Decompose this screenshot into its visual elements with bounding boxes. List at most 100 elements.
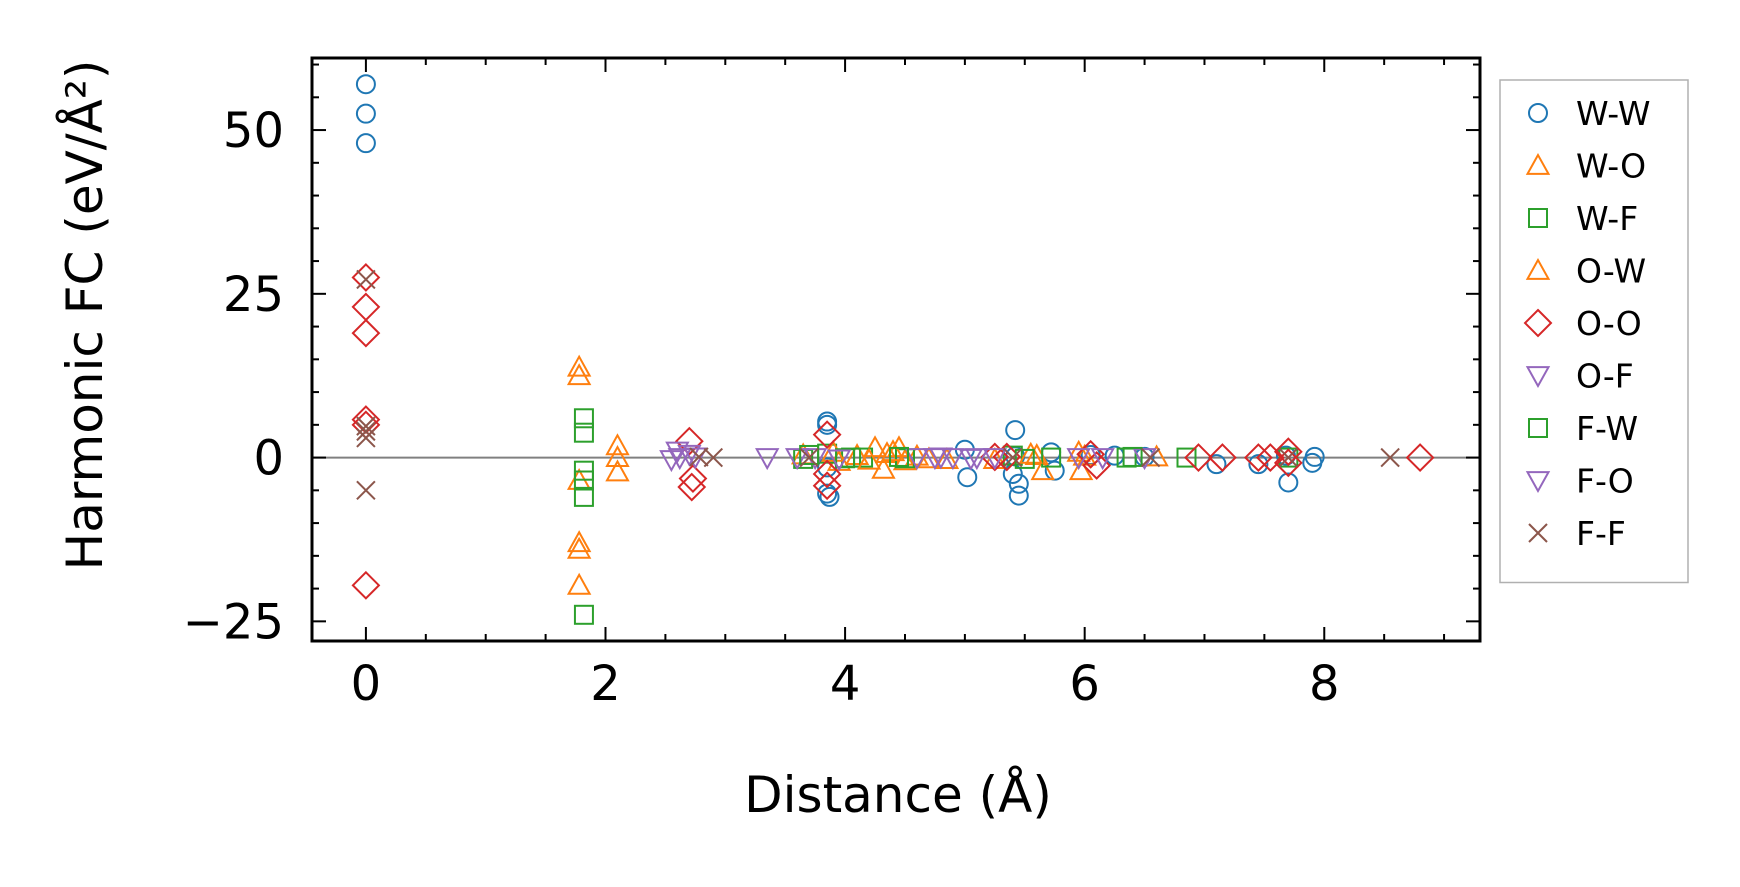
- series-w-w: [355, 74, 1325, 507]
- data-point: [1176, 447, 1197, 468]
- legend-marker: [1528, 103, 1548, 123]
- data-point: [573, 470, 594, 491]
- data-point: [940, 448, 966, 471]
- data-point: [355, 133, 376, 154]
- data-point: [356, 428, 376, 448]
- data-point: [1030, 458, 1055, 481]
- data-point: [351, 570, 381, 600]
- data-point: [355, 74, 376, 95]
- legend-label: W-O: [1576, 147, 1646, 186]
- data-point: [812, 471, 842, 501]
- data-point: [1206, 454, 1227, 475]
- data-point: [566, 363, 592, 386]
- axes: 0 2 4 6 8 −25 0 25 50: [183, 56, 1482, 712]
- data-point: [677, 472, 707, 502]
- data-point: [817, 414, 838, 435]
- data-point: [356, 421, 376, 442]
- data-point: [888, 446, 909, 467]
- data-point: [812, 420, 842, 450]
- legend-marker: [1525, 471, 1551, 494]
- y-tick-label: 50: [223, 103, 284, 159]
- data-point: [894, 448, 915, 469]
- data-point: [566, 572, 592, 595]
- legend-marker: [1523, 308, 1553, 338]
- data-point: [904, 448, 930, 471]
- x-tick-label: 8: [1309, 656, 1340, 712]
- legend-entry: F-O: [1525, 462, 1634, 501]
- legend-entry: O-W: [1525, 252, 1646, 291]
- data-point: [1243, 443, 1273, 472]
- legend-entry: W-W: [1528, 94, 1651, 133]
- data-point: [573, 604, 594, 625]
- legend-entry: W-F: [1528, 199, 1638, 238]
- data-point: [605, 459, 630, 482]
- y-tick-label: 0: [253, 431, 284, 487]
- y-tick-label: −25: [183, 594, 284, 650]
- data-point: [605, 433, 630, 456]
- data-point: [1380, 447, 1400, 468]
- data-point: [928, 447, 954, 470]
- legend-label: F-F: [1576, 514, 1626, 553]
- legend: W-W W-O W-F O-W O-O O-F F-W F-O F-F: [1499, 79, 1689, 584]
- data-point: [1278, 447, 1299, 468]
- data-point: [566, 536, 592, 559]
- data-point: [958, 448, 984, 471]
- legend-entry: F-W: [1528, 409, 1638, 448]
- legend-label: W-F: [1576, 199, 1638, 238]
- data-point: [856, 447, 882, 470]
- series-f-w: [799, 444, 1143, 469]
- data-point: [678, 464, 708, 493]
- data-point: [356, 269, 376, 290]
- legend-entry: O-F: [1525, 357, 1634, 396]
- data-point: [886, 435, 912, 458]
- data-point: [605, 445, 630, 467]
- data-point: [874, 441, 900, 464]
- data-point: [689, 447, 709, 467]
- x-axis-label: Distance (Å): [744, 766, 1052, 824]
- data-point: [957, 467, 978, 488]
- data-point: [566, 530, 592, 553]
- data-point: [351, 292, 381, 322]
- data-point: [1405, 443, 1435, 472]
- data-point: [674, 426, 704, 456]
- legend-label: O-O: [1576, 304, 1642, 343]
- data-point: [755, 448, 780, 471]
- legend-marker: [1525, 257, 1551, 280]
- legend-marker: [1525, 152, 1551, 175]
- data-point: [703, 447, 724, 468]
- plot-frame: [310, 56, 1482, 643]
- data-point: [982, 448, 1008, 471]
- data-point: [1008, 485, 1029, 506]
- data-point: [1014, 448, 1035, 469]
- legend-label: F-W: [1576, 409, 1638, 448]
- series-w-f: [573, 408, 1299, 625]
- data-point: [904, 443, 930, 466]
- series-o-o: [351, 263, 1435, 600]
- legend-label: O-W: [1576, 252, 1646, 291]
- series-w-o: [566, 354, 1169, 595]
- x-tick-label: 2: [590, 656, 621, 712]
- data-point: [1018, 441, 1043, 464]
- data-point: [862, 435, 888, 458]
- y-tick-label: 25: [223, 267, 284, 323]
- data-point: [880, 439, 906, 462]
- data-point: [1066, 439, 1091, 462]
- data-point: [799, 447, 819, 468]
- data-point: [817, 483, 838, 504]
- data-point: [677, 444, 702, 467]
- data-point: [1044, 460, 1065, 481]
- data-point: [784, 448, 810, 471]
- data-point: [1003, 447, 1023, 468]
- data-point: [826, 449, 852, 472]
- data-point: [1208, 443, 1237, 472]
- legend-entry: W-O: [1525, 147, 1646, 186]
- data-point: [351, 263, 381, 292]
- legend-marker: [1528, 418, 1548, 438]
- series-f-o: [659, 447, 984, 473]
- data-point: [1066, 448, 1091, 471]
- data-point: [573, 486, 594, 507]
- legend-marker: [1528, 208, 1548, 228]
- data-point: [1082, 451, 1112, 480]
- legend-label: W-W: [1576, 94, 1651, 133]
